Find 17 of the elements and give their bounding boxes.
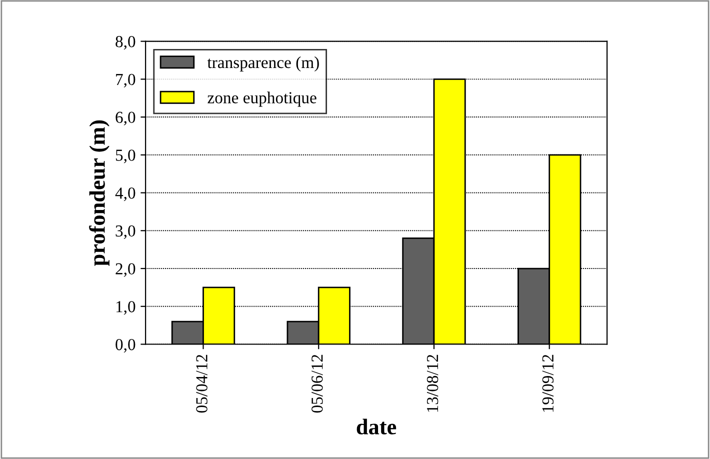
x-tick-label: 13/08/12 [426, 354, 438, 412]
y-tick-label: 0,0 [116, 338, 136, 353]
y-tick-label: 6,0 [116, 112, 136, 126]
y-tick-label: 1,0 [116, 301, 136, 315]
y-tick-label: 7,0 [116, 74, 136, 88]
x-tick-label: 05/06/12 [312, 354, 323, 413]
legend-label: zone euphotique [208, 92, 316, 107]
x-tick-label: 05/04/12 [196, 354, 208, 413]
y-tick-label: 2,0 [116, 263, 136, 277]
y-tick-label: 4,0 [115, 187, 136, 202]
y-axis-title: profondeur (m) [89, 120, 110, 266]
legend-label: transparence (m) [207, 56, 319, 72]
y-tick-label: 5,0 [116, 150, 136, 164]
y-tick-label: 8,0 [116, 36, 136, 50]
x-axis-title: date [356, 418, 396, 434]
x-tick-label: 19/09/12 [542, 354, 554, 412]
y-tick-label: 3,0 [116, 225, 136, 239]
